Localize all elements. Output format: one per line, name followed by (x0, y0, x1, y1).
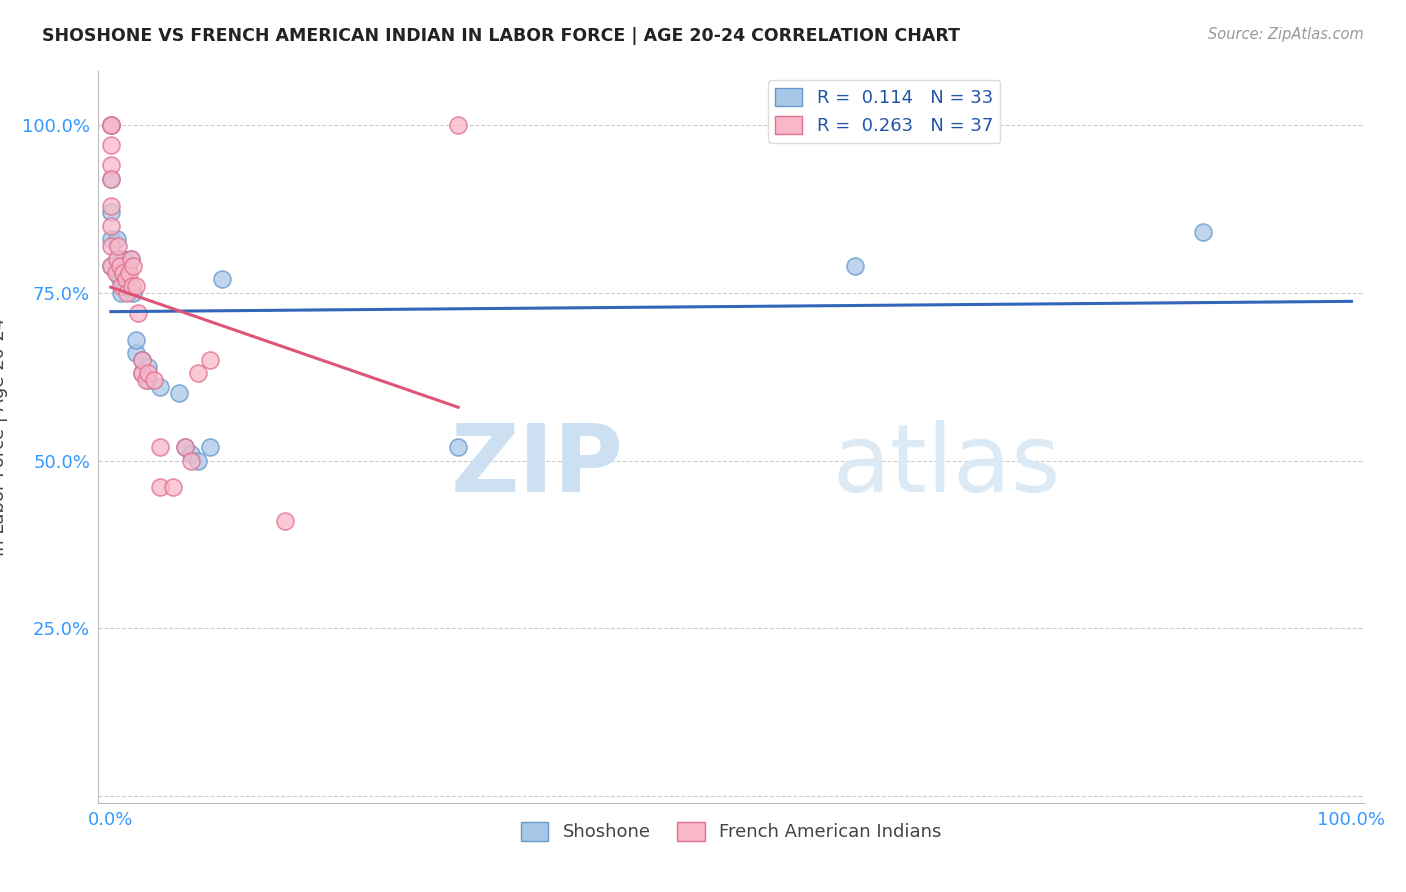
Point (174, 440, 197, 454)
Point (118, 266, 141, 280)
Point (149, 480, 172, 494)
Point (124, 346, 146, 360)
Point (104, 266, 127, 280)
Point (110, 285, 132, 300)
Text: SHOSHONE VS FRENCH AMERICAN INDIAN IN LABOR FORCE | AGE 20-24 CORRELATION CHART: SHOSHONE VS FRENCH AMERICAN INDIAN IN LA… (42, 27, 960, 45)
Point (100, 205, 122, 219)
Point (187, 367, 209, 381)
Point (198, 440, 221, 454)
Point (100, 232, 122, 246)
Point (115, 285, 138, 300)
Text: Source: ZipAtlas.com: Source: ZipAtlas.com (1208, 27, 1364, 42)
Point (100, 198, 122, 212)
Legend: Shoshone, French American Indians: Shoshone, French American Indians (513, 814, 949, 848)
Point (135, 373, 157, 387)
Point (198, 352, 221, 367)
Point (143, 373, 166, 387)
Point (149, 440, 172, 454)
Point (100, 171, 122, 186)
Point (180, 453, 202, 467)
Point (117, 259, 139, 273)
Point (447, 440, 470, 454)
Point (124, 279, 146, 293)
Point (131, 352, 153, 367)
Point (187, 453, 209, 467)
Point (136, 359, 159, 374)
Point (110, 279, 132, 293)
Point (211, 272, 233, 286)
Point (107, 239, 129, 253)
Point (100, 219, 122, 233)
Point (1191, 226, 1213, 240)
Point (100, 259, 122, 273)
Point (447, 118, 470, 132)
Y-axis label: In Labor Force | Age 20-24: In Labor Force | Age 20-24 (0, 318, 8, 557)
Point (105, 266, 128, 280)
Point (105, 252, 128, 267)
Point (100, 138, 122, 153)
Point (100, 171, 122, 186)
Point (108, 259, 131, 273)
Point (114, 272, 136, 286)
Point (162, 480, 184, 494)
Point (124, 333, 146, 347)
Point (136, 373, 159, 387)
Point (100, 158, 122, 172)
Point (131, 367, 153, 381)
Point (136, 367, 159, 381)
Point (131, 367, 153, 381)
Point (149, 380, 172, 394)
Point (131, 352, 153, 367)
Point (108, 272, 131, 286)
Point (100, 259, 122, 273)
Point (121, 279, 143, 293)
Point (114, 279, 136, 293)
Point (114, 266, 136, 280)
Point (122, 259, 145, 273)
Point (273, 514, 295, 528)
Point (180, 447, 202, 461)
Point (100, 118, 122, 132)
Point (112, 266, 135, 280)
Point (120, 252, 142, 267)
Point (127, 306, 149, 320)
Point (167, 386, 190, 401)
Point (844, 259, 866, 273)
Text: ZIP: ZIP (451, 420, 623, 512)
Point (100, 239, 122, 253)
Point (100, 118, 122, 132)
Point (105, 232, 128, 246)
Text: atlas: atlas (832, 420, 1060, 512)
Point (120, 252, 142, 267)
Point (100, 118, 122, 132)
Point (122, 285, 145, 300)
Point (112, 266, 135, 280)
Point (112, 252, 135, 267)
Point (174, 440, 197, 454)
Point (105, 252, 128, 267)
